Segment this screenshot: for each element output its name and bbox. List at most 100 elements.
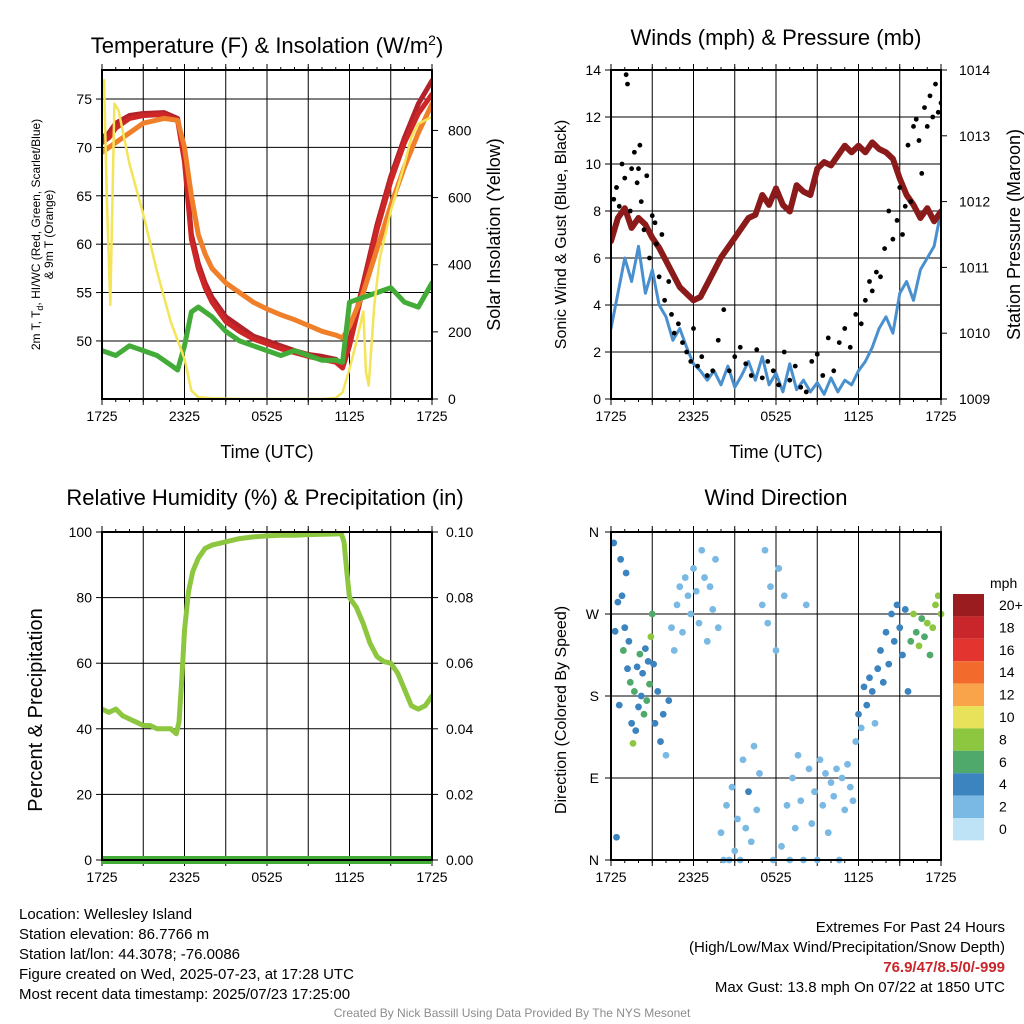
gust-point xyxy=(737,344,743,350)
direction-point xyxy=(692,587,700,595)
gust-point xyxy=(704,373,710,378)
station-elevation: Station elevation: 86.7766 m xyxy=(19,926,210,943)
gust-point xyxy=(836,340,842,345)
x-axis-label: Time (UTC) xyxy=(220,442,313,462)
direction-point xyxy=(673,601,681,609)
x-tick-label: 1725 xyxy=(86,408,117,424)
direction-point xyxy=(651,719,659,727)
legend-swatch xyxy=(953,706,984,729)
y-tick-label: 75 xyxy=(76,91,92,107)
direction-point xyxy=(860,683,868,691)
station-info: Location: Wellesley Island Station eleva… xyxy=(19,905,354,1005)
max-gust: Max Gust: 13.8 mph On 07/22 at 1850 UTC xyxy=(714,979,1005,996)
direction-point xyxy=(921,633,928,641)
gust-point xyxy=(653,241,659,247)
direction-point xyxy=(871,719,879,727)
legend-label: 4 xyxy=(999,776,1007,792)
direction-point xyxy=(712,555,719,563)
direction-point xyxy=(739,756,747,764)
gust-point xyxy=(798,384,804,390)
direction-point xyxy=(681,574,689,581)
direction-point xyxy=(789,774,796,782)
gust-point xyxy=(662,297,668,303)
y-tick-label: N xyxy=(589,852,599,868)
direction-point xyxy=(698,546,706,554)
direction-point xyxy=(910,610,917,618)
gust-point xyxy=(765,359,771,364)
direction-point xyxy=(866,674,873,682)
direction-point xyxy=(641,645,649,653)
legend-label: 8 xyxy=(999,731,1007,747)
direction-point xyxy=(901,606,909,613)
y2-axis-label: Solar Insolation (Yellow) xyxy=(484,138,504,330)
legend-swatch xyxy=(953,795,984,818)
direction-point xyxy=(918,615,926,622)
legend-label: 12 xyxy=(999,687,1015,703)
gust-point xyxy=(803,389,809,395)
direction-point xyxy=(701,574,708,581)
direction-point xyxy=(632,727,640,735)
y-tick-label: 0 xyxy=(84,852,92,868)
plot-frame xyxy=(101,69,433,400)
direction-point xyxy=(934,592,942,600)
legend-label: 6 xyxy=(999,754,1007,770)
speed-legend: mph 20+ 18 16 14 12 10 8 6 4 2 0 xyxy=(953,575,1023,841)
direction-point xyxy=(635,703,642,711)
y2-tick-label: 1013 xyxy=(959,128,990,144)
direction-point xyxy=(756,770,763,777)
legend-label: 16 xyxy=(999,642,1015,658)
direction-point xyxy=(647,633,655,641)
gust-point xyxy=(897,185,903,190)
y2-tick-label: 800 xyxy=(448,122,472,138)
gust-point xyxy=(641,227,647,233)
direction-point xyxy=(644,657,652,665)
direction-point xyxy=(811,788,818,796)
direction-point xyxy=(907,637,915,645)
direction-point xyxy=(628,719,636,727)
direction-point xyxy=(639,669,647,677)
direction-point xyxy=(703,637,711,645)
legend-label: 14 xyxy=(999,664,1015,680)
humidity-line xyxy=(102,532,432,737)
x-tick-label: 0525 xyxy=(760,408,791,424)
y-tick-label: 8 xyxy=(593,203,601,219)
gust-point xyxy=(710,368,716,374)
gust-point xyxy=(695,363,701,369)
direction-point xyxy=(824,829,832,837)
gust-point xyxy=(930,114,936,120)
y-label-line2: & 9m T (Orange) xyxy=(42,190,56,280)
gust-point xyxy=(726,368,732,374)
gust-point xyxy=(631,149,637,155)
y-label-line1-rest: , HI/WC (Red, Green, Scarlet/Blue) xyxy=(29,119,43,306)
direction-point xyxy=(926,651,934,659)
y2-tick-label: 1011 xyxy=(959,259,989,275)
direction-point xyxy=(791,824,799,832)
direction-point xyxy=(624,665,631,673)
y2-tick-label: 0.00 xyxy=(446,852,473,868)
plot-frame xyxy=(610,531,942,861)
legend-swatch xyxy=(953,818,984,841)
x-tick-label: 1725 xyxy=(595,408,626,424)
direction-point xyxy=(679,628,686,636)
legend-swatch xyxy=(953,616,984,639)
gust-point xyxy=(680,340,685,345)
x-tick-label: 1725 xyxy=(86,869,117,885)
gust-point xyxy=(715,337,721,343)
direction-point xyxy=(816,756,824,764)
gust-point xyxy=(627,208,633,214)
gust-point xyxy=(905,142,911,148)
chart-title: Wind Direction xyxy=(704,485,847,510)
direction-point xyxy=(659,710,667,718)
gust-point xyxy=(721,307,727,313)
direction-point xyxy=(714,624,722,632)
gust-point xyxy=(770,368,776,374)
gust-point xyxy=(743,361,749,367)
y-tick-label: 40 xyxy=(76,721,92,737)
gust-point xyxy=(644,173,650,179)
direction-point xyxy=(728,783,736,791)
station-location: Location: Wellesley Island xyxy=(19,906,193,923)
legend-label: 20+ xyxy=(999,597,1023,613)
y-tick-label: N xyxy=(589,524,599,540)
x-tick-label: 0525 xyxy=(251,408,282,424)
